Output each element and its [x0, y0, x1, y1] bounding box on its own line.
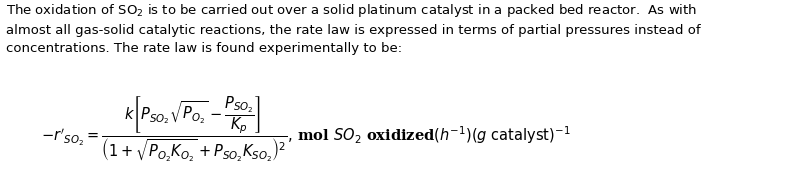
Text: $-r'_{SO_2} = \dfrac{k\left[P_{SO_2}\sqrt{P_{O_2}} - \dfrac{P_{SO_2}}{K_p}\right: $-r'_{SO_2} = \dfrac{k\left[P_{SO_2}\sqr… — [41, 94, 569, 164]
Text: The oxidation of SO$_2$ is to be carried out over a solid platinum catalyst in a: The oxidation of SO$_2$ is to be carried… — [6, 2, 700, 55]
